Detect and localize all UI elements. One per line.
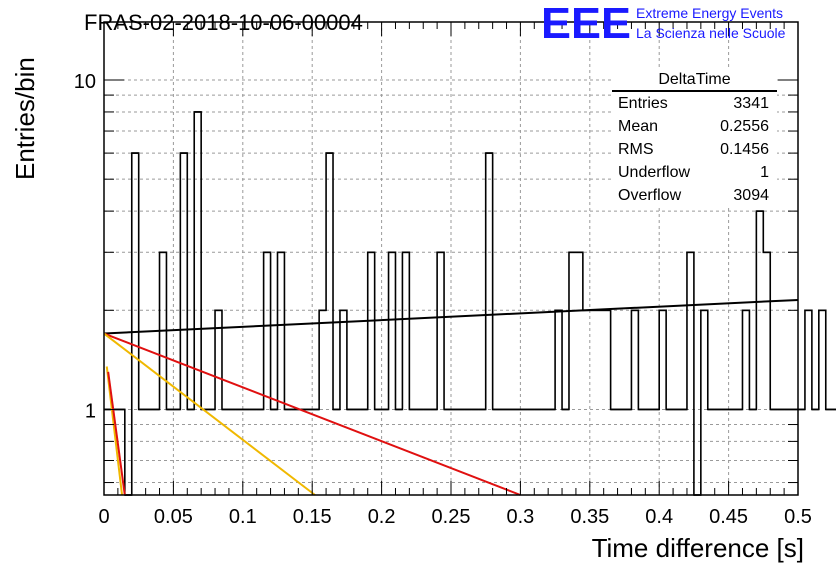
stats-row-label: RMS	[618, 141, 654, 158]
stats-row: RMS 0.1456	[612, 138, 777, 161]
x-tick-label: 0.5	[784, 506, 812, 528]
x-tick-label: 0.15	[293, 506, 332, 528]
eee-logo: EEE	[541, 2, 631, 42]
y-axis-label: Entries/bin	[10, 57, 40, 180]
stats-row-label: Entries	[618, 95, 668, 112]
x-tick-label: 0.4	[645, 506, 673, 528]
fit-line	[103, 298, 799, 335]
logo-line-1: Extreme Energy Events	[636, 5, 784, 21]
x-tick-label: 0	[98, 506, 109, 528]
stats-row-value: 1	[760, 164, 769, 181]
x-tick-label: 0.2	[368, 506, 396, 528]
chart-title: FRAS-02-2018-10-06-00004	[84, 10, 363, 35]
stats-row-value: 0.2556	[720, 118, 769, 135]
axis-tick-labels: 0 0.05 0.1 0.15 0.2 0.25 0.3 0.35 0.4 0.45 0.5 1 10	[74, 71, 812, 528]
x-tick-label: 0.3	[506, 506, 534, 528]
stats-row-value: 0.1456	[720, 141, 769, 158]
axis-ticks	[103, 22, 799, 495]
stats-row-label: Underflow	[618, 164, 691, 181]
stats-row-value: 3094	[733, 187, 769, 204]
stats-box: DeltaTime Entries 3341 Mean 0.2556 RMS 0.1456…	[612, 70, 777, 207]
stats-row: Mean 0.2556	[612, 115, 777, 138]
x-tick-label: 0.45	[709, 506, 748, 528]
logo-caption: Extreme Energy Events La Scienza nelle S…	[636, 3, 785, 43]
fit-lines	[103, 298, 799, 496]
y-tick-label: 10	[74, 71, 96, 93]
x-tick-label: 0.35	[570, 506, 609, 528]
x-tick-label: 0.25	[432, 506, 471, 528]
stats-box-name: DeltaTime	[612, 70, 777, 92]
histogram-bars	[104, 111, 836, 496]
stats-row-value: 3341	[733, 95, 769, 112]
stats-row: Entries 3341	[612, 92, 777, 115]
x-tick-label: 0.05	[154, 506, 193, 528]
fit-line	[105, 366, 124, 496]
fit-line	[107, 371, 126, 496]
stats-row: Overflow 3094	[612, 184, 777, 207]
fit-line	[103, 332, 521, 496]
fit-line	[103, 332, 316, 496]
stats-row-label: Mean	[618, 118, 659, 135]
x-tick-label: 0.1	[229, 506, 257, 528]
x-axis-label: Time difference [s]	[591, 533, 804, 563]
eee-logo-letters: EEE	[541, 2, 631, 42]
stats-row: Underflow 1	[612, 161, 777, 184]
logo-line-2: La Scienza nelle Scuole	[636, 25, 786, 41]
y-tick-label: 1	[85, 400, 96, 422]
stats-row-label: Overflow	[618, 187, 682, 204]
histogram-outline	[104, 111, 836, 496]
